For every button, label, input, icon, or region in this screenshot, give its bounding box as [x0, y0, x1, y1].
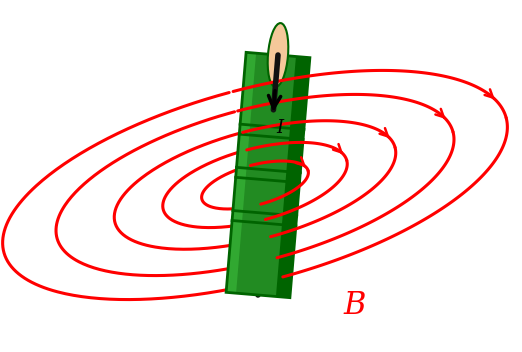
- Text: I: I: [276, 119, 283, 137]
- Polygon shape: [226, 52, 256, 293]
- Polygon shape: [226, 52, 310, 298]
- Text: B: B: [344, 289, 366, 321]
- Polygon shape: [276, 56, 310, 298]
- Ellipse shape: [268, 23, 288, 87]
